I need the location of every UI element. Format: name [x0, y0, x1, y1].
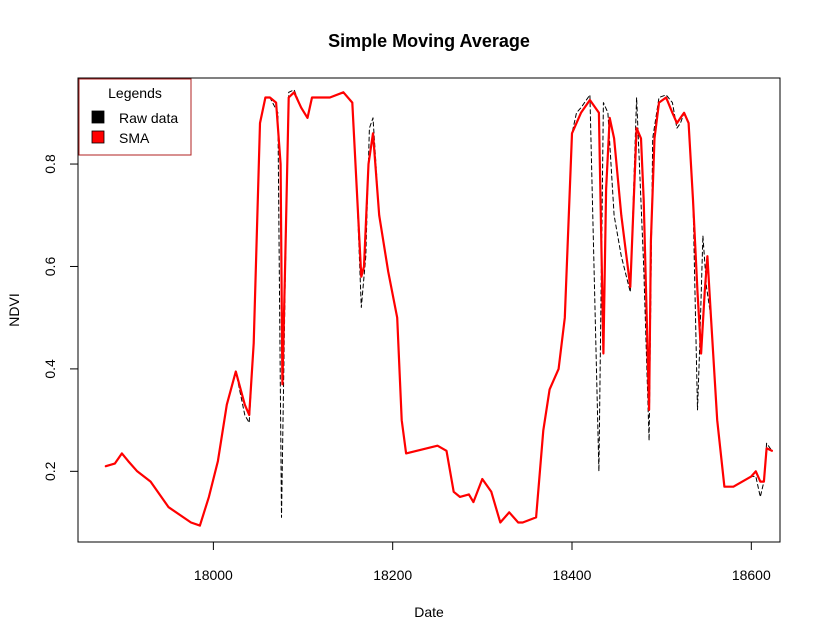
y-tick-label: 0.6: [42, 257, 58, 277]
legend-title: Legends: [108, 85, 162, 101]
y-axis: 0.2 0.4 0.6 0.8: [42, 154, 79, 481]
y-tick-label: 0.4: [42, 359, 58, 379]
x-tick-label: 18600: [732, 567, 771, 583]
x-axis-label: Date: [414, 604, 444, 620]
legend-entry-sma: SMA: [119, 130, 150, 146]
chart-title: Simple Moving Average: [328, 31, 530, 51]
y-tick-label: 0.8: [42, 154, 58, 174]
legend-swatch-sma: [91, 130, 105, 144]
legend: Legends Raw data SMA: [78, 78, 192, 156]
y-tick-label: 0.2: [42, 461, 58, 481]
y-axis-label: NDVI: [6, 293, 22, 326]
x-axis: 18000 18200 18400 18600: [194, 541, 771, 583]
x-tick-label: 18400: [553, 567, 592, 583]
series-line-sma: [104, 91, 774, 527]
legend-swatch-raw: [91, 110, 105, 124]
legend-entry-raw: Raw data: [119, 110, 178, 126]
x-tick-label: 18200: [373, 567, 412, 583]
series-layer: [104, 89, 774, 527]
x-tick-label: 18000: [194, 567, 233, 583]
